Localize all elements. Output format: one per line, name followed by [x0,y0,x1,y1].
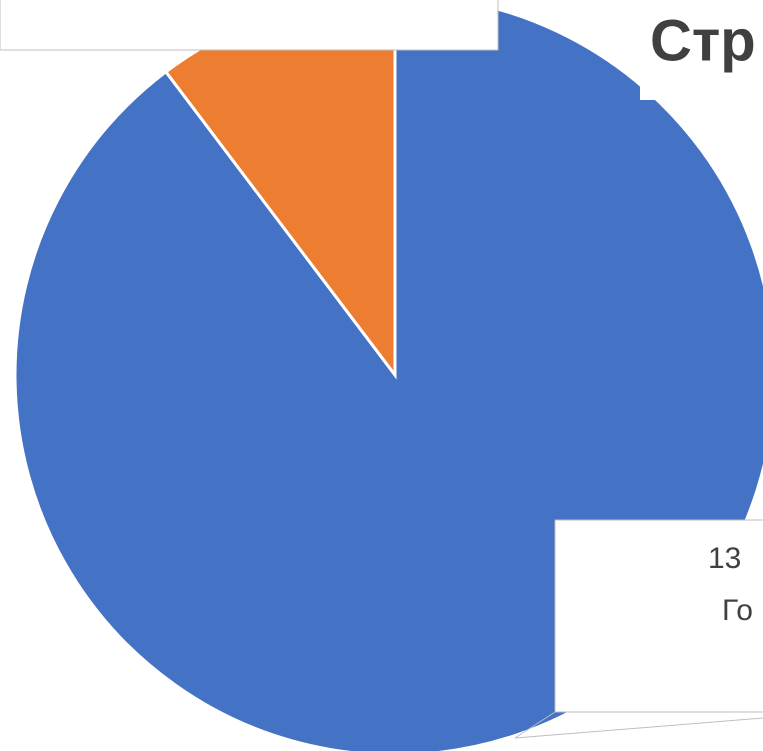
title-backdrop [640,70,763,100]
data-label: 13 [708,542,741,575]
leader-line [514,711,763,739]
legend-box [0,0,499,51]
data-label: Го [722,594,753,627]
chart-title: Стр [650,8,756,73]
data-label-box [554,519,763,713]
